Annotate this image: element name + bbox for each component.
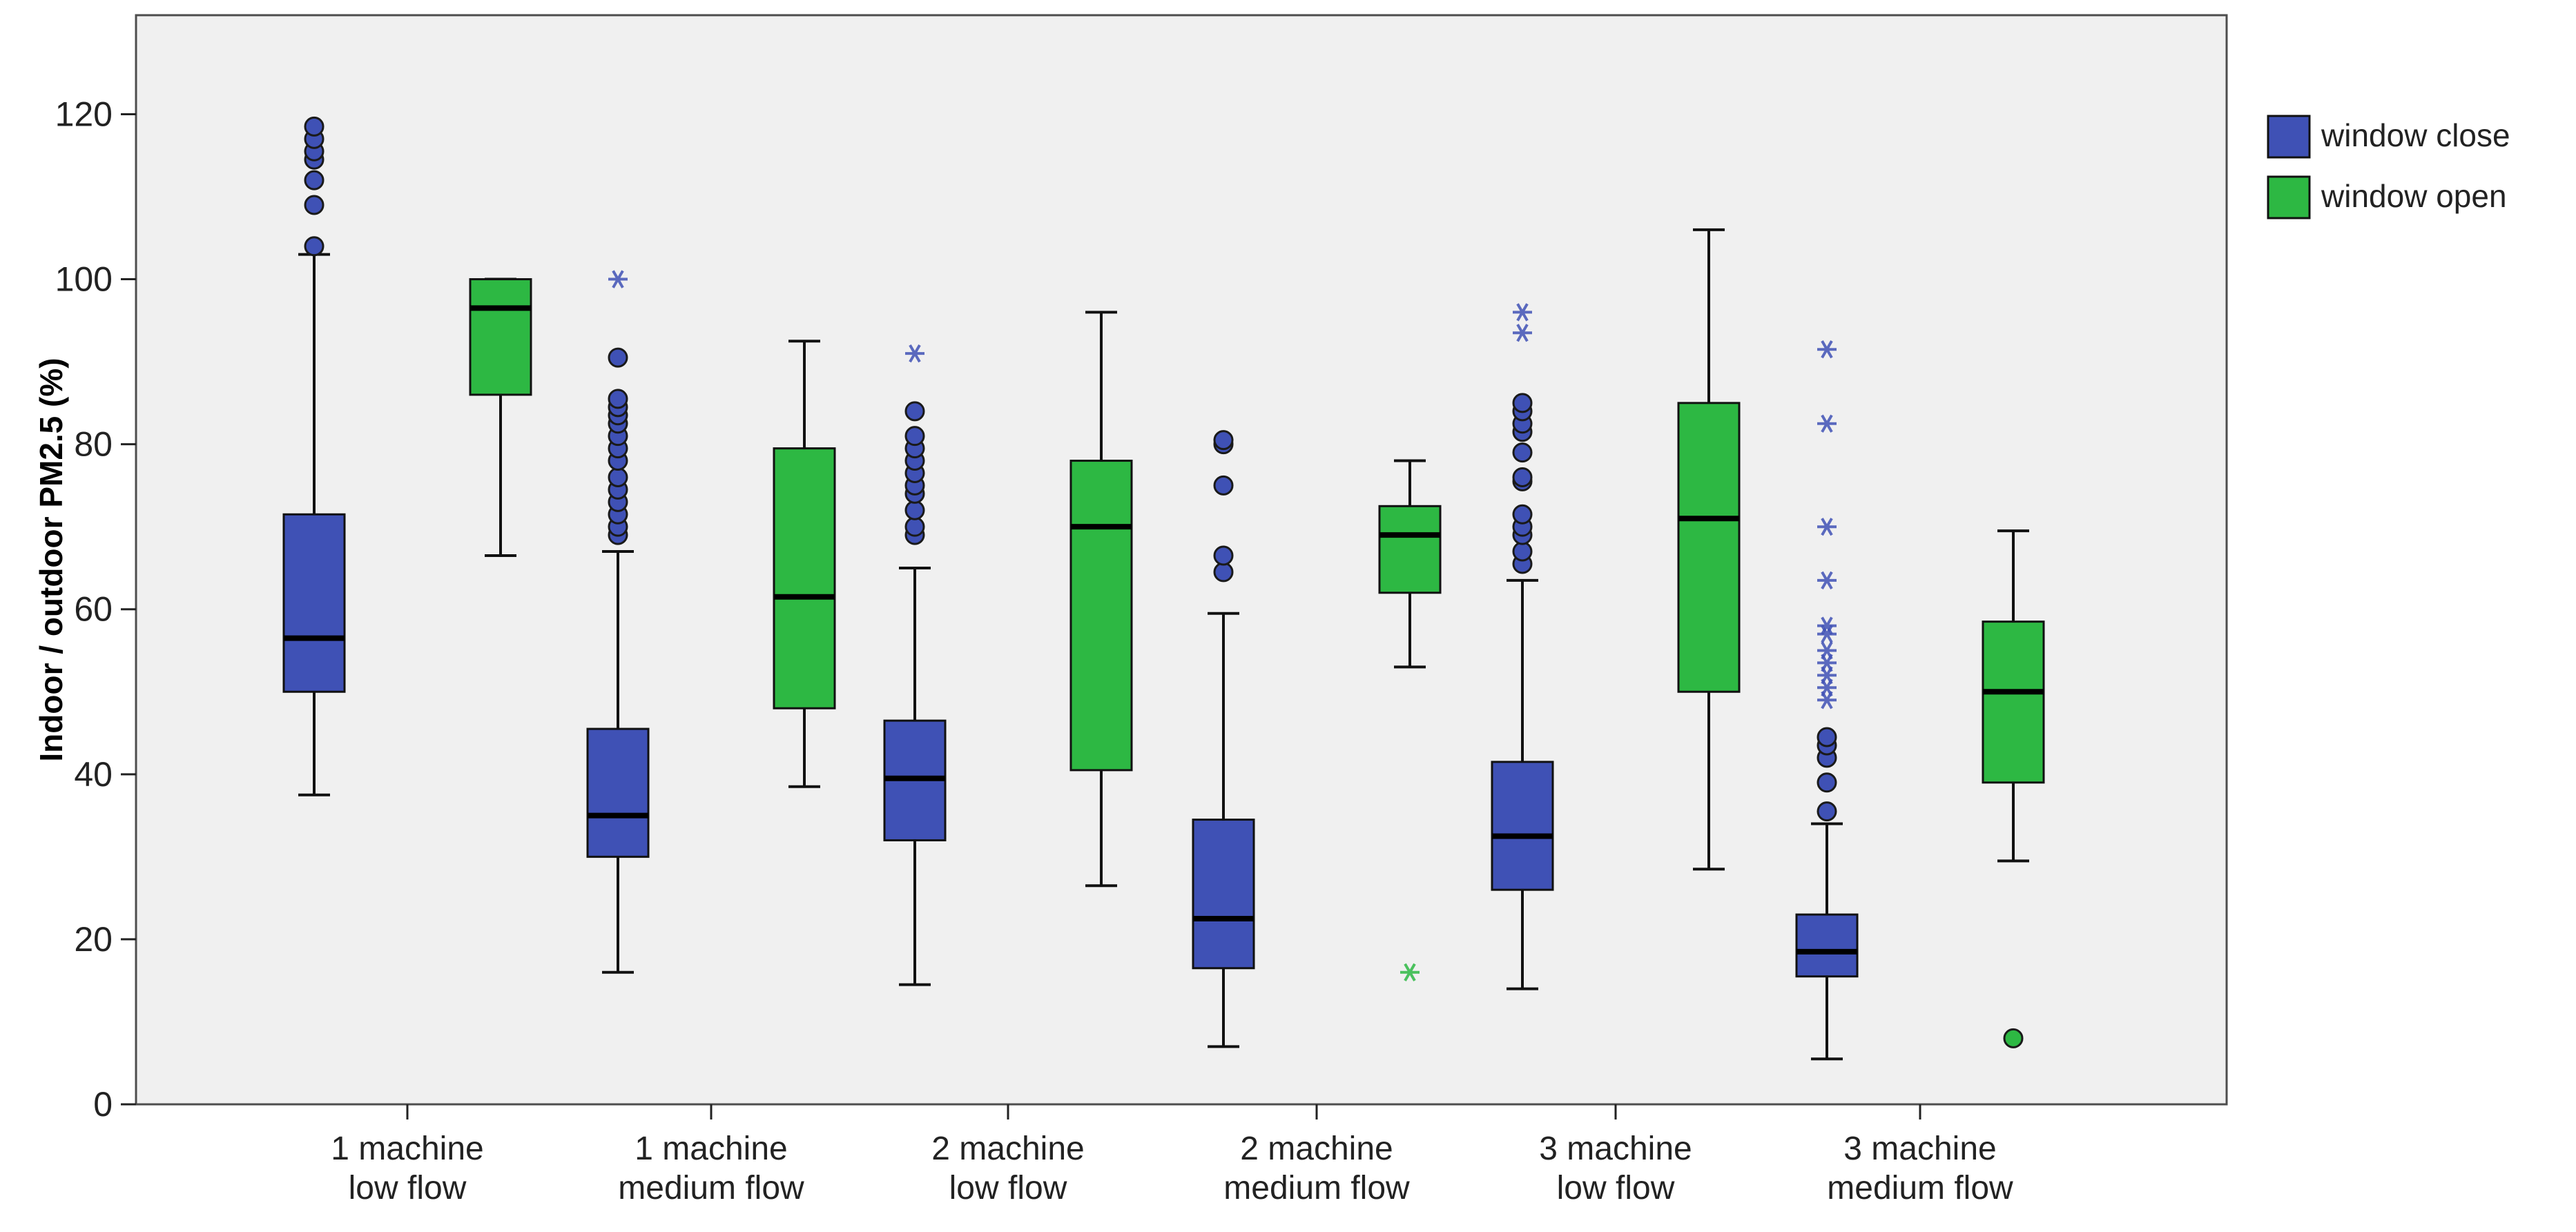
- extreme-point: [608, 270, 628, 289]
- outlier-point: [1512, 393, 1533, 413]
- iqr-box: [1982, 620, 2045, 784]
- y-tick-label: 40: [74, 755, 113, 794]
- y-tick-label: 60: [74, 590, 113, 629]
- outlier-point: [304, 236, 325, 257]
- outlier-point: [1817, 801, 1837, 822]
- x-tick-label: 1 machine: [331, 1131, 483, 1167]
- box-window-open-5: [1982, 529, 2045, 1048]
- iqr-box: [1677, 402, 1741, 693]
- legend: window close window open: [2267, 115, 2510, 219]
- extreme-point: [1817, 518, 1837, 536]
- x-tick-label: medium flow: [1223, 1170, 1410, 1206]
- outlier-point: [1213, 430, 1234, 451]
- extreme-point: [1817, 571, 1837, 590]
- x-tick-label: 2 machine: [931, 1131, 1084, 1167]
- outlier-point: [1817, 727, 1837, 747]
- iqr-box: [1491, 761, 1554, 891]
- box-window-open-1: [773, 340, 836, 788]
- box-window-open-0: [469, 277, 532, 558]
- iqr-box: [282, 513, 346, 693]
- y-axis: 0 20 40 60 80 100 120: [55, 95, 136, 1124]
- legend-label: window open: [2321, 178, 2507, 214]
- x-tick-label: medium flow: [1827, 1170, 2013, 1206]
- plot-background: [135, 14, 2228, 1106]
- y-tick-label: 100: [55, 260, 113, 299]
- x-tick-label: low flow: [949, 1170, 1067, 1206]
- box-window-close-1: [586, 270, 650, 974]
- legend-swatch: [2267, 175, 2311, 219]
- box-window-close-2: [883, 344, 947, 986]
- iqr-box: [1795, 913, 1859, 978]
- x-tick-label: medium flow: [618, 1170, 804, 1206]
- outlier-point: [904, 500, 925, 520]
- extreme-point: [1817, 641, 1837, 660]
- outlier-point: [304, 170, 325, 190]
- outlier-point: [1512, 442, 1533, 463]
- legend-label: window close: [2321, 117, 2510, 153]
- outlier-point: [2003, 1028, 2024, 1048]
- outlier-point: [1512, 467, 1533, 487]
- outlier-point: [904, 516, 925, 537]
- y-axis-label: Indoor / outdoor PM2.5 (%): [33, 358, 69, 761]
- extreme-point: [1817, 654, 1837, 672]
- extreme-point: [904, 344, 925, 363]
- x-tick-label: low flow: [1557, 1170, 1675, 1206]
- outlier-point: [1512, 541, 1533, 562]
- extreme-point: [1817, 666, 1837, 685]
- x-tick-label: 3 machine: [1843, 1131, 1996, 1167]
- box-window-close-5: [1795, 340, 1859, 1061]
- extreme-point: [1817, 691, 1837, 710]
- y-tick-label: 0: [93, 1085, 113, 1124]
- legend-swatch: [2267, 115, 2311, 159]
- outlier-point: [1213, 562, 1234, 583]
- extreme-point: [1817, 678, 1837, 697]
- box-window-close-3: [1192, 430, 1255, 1048]
- y-tick-label: 120: [55, 95, 113, 133]
- extreme-point: [1512, 324, 1533, 342]
- outlier-point: [1213, 545, 1234, 566]
- outlier-point: [608, 389, 628, 409]
- x-tick-label: 3 machine: [1539, 1131, 1692, 1167]
- outlier-point: [608, 467, 628, 487]
- box-window-open-4: [1677, 228, 1741, 871]
- box-window-open-2: [1069, 311, 1133, 888]
- extreme-point: [1817, 414, 1837, 433]
- outlier-point: [304, 195, 325, 215]
- y-tick-label: 80: [74, 425, 113, 464]
- box-window-close-4: [1491, 303, 1554, 990]
- iqr-box: [1192, 819, 1255, 970]
- iqr-box: [586, 727, 650, 858]
- iqr-box: [469, 278, 532, 396]
- x-tick-label: 2 machine: [1240, 1131, 1393, 1167]
- extreme-point: [1817, 340, 1837, 359]
- extreme-point: [1400, 963, 1420, 981]
- extreme-point: [1817, 616, 1837, 635]
- outlier-point: [904, 401, 925, 422]
- outlier-point: [608, 347, 628, 368]
- outlier-point: [1817, 772, 1837, 793]
- x-tick-label: 1 machine: [635, 1131, 787, 1167]
- extreme-point: [1512, 303, 1533, 322]
- outlier-point: [304, 116, 325, 137]
- box-window-close-0: [282, 116, 346, 796]
- y-tick-label: 20: [74, 920, 113, 959]
- box-window-open-3: [1378, 459, 1442, 981]
- outlier-point: [1213, 475, 1234, 496]
- iqr-box: [1378, 505, 1442, 594]
- iqr-box: [773, 447, 836, 710]
- boxes-layer: [282, 116, 2045, 1061]
- outlier-point: [1512, 504, 1533, 525]
- iqr-box: [1069, 460, 1133, 772]
- x-tick-label: low flow: [349, 1170, 467, 1206]
- outlier-point: [904, 426, 925, 447]
